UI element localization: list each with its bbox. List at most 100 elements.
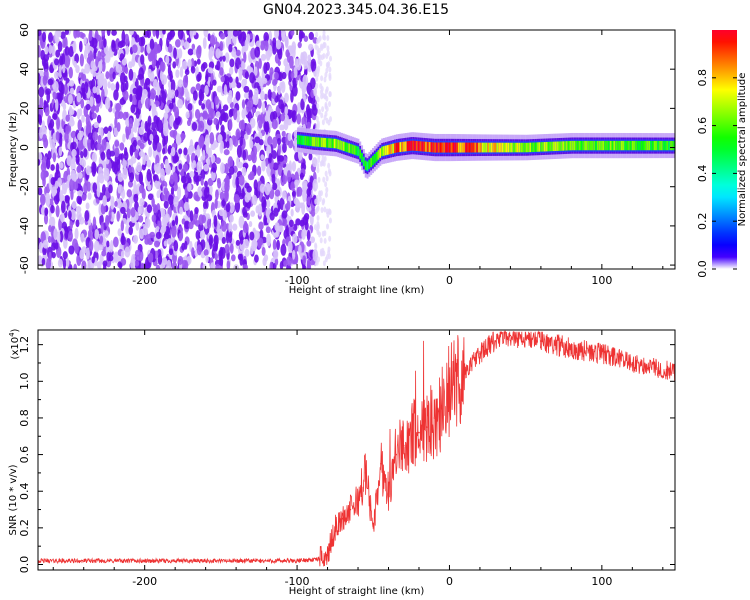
colorbar	[712, 30, 737, 269]
noise-speckle	[115, 102, 122, 112]
colorbar-tick-label: 0.8	[696, 69, 709, 87]
noise-speckle	[251, 239, 258, 252]
noise-speckle	[320, 206, 324, 213]
noise-speckle	[281, 217, 288, 227]
noise-speckle	[118, 262, 123, 269]
noise-speckle	[312, 104, 318, 117]
noise-speckle	[143, 132, 149, 142]
noise-speckle	[42, 246, 47, 256]
noise-speckle	[323, 76, 327, 83]
noise-speckle	[101, 30, 106, 37]
noise-speckle	[219, 40, 224, 51]
signal-band-cell	[543, 142, 546, 152]
noise-speckle	[324, 181, 328, 188]
noise-speckle	[208, 234, 214, 246]
colorbar-tick-label: 0.4	[696, 165, 709, 183]
noise-speckle	[215, 263, 220, 269]
noise-speckle	[173, 47, 177, 60]
noise-speckle	[190, 65, 196, 74]
noise-speckle	[239, 236, 244, 245]
noise-speckle	[64, 131, 69, 143]
noise-speckle	[228, 221, 233, 235]
noise-speckle	[49, 64, 54, 74]
noise-speckle	[130, 258, 136, 269]
noise-speckle	[84, 210, 90, 222]
noise-speckle	[87, 132, 94, 140]
noise-speckle	[74, 242, 79, 254]
noise-speckle	[51, 186, 57, 197]
noise-speckle	[292, 249, 296, 260]
noise-speckle	[246, 193, 252, 201]
noise-speckle	[211, 162, 217, 173]
noise-speckle	[179, 206, 183, 215]
noise-speckle	[315, 75, 319, 82]
noise-speckle	[132, 234, 139, 244]
noise-speckle	[322, 42, 326, 49]
noise-speckle	[42, 176, 46, 187]
noise-speckle	[156, 142, 162, 153]
noise-speckle	[63, 83, 69, 95]
noise-speckle	[142, 88, 148, 99]
noise-speckle	[162, 30, 166, 35]
snr-point	[349, 508, 352, 511]
noise-speckle	[107, 81, 111, 89]
noise-speckle	[182, 163, 189, 173]
signal-band-cell	[646, 140, 649, 151]
noise-speckle	[79, 53, 85, 67]
noise-speckle	[81, 194, 87, 202]
noise-speckle	[235, 176, 240, 188]
noise-speckle	[243, 78, 248, 86]
noise-speckle	[53, 58, 60, 66]
noise-speckle	[304, 221, 309, 231]
noise-speckle	[168, 248, 174, 256]
noise-speckle	[92, 182, 98, 194]
noise-speckle	[266, 216, 271, 224]
noise-speckle	[69, 87, 75, 95]
noise-speckle	[117, 228, 122, 237]
noise-speckle	[125, 128, 130, 140]
noise-speckle	[178, 148, 183, 155]
noise-speckle	[110, 82, 115, 91]
noise-speckle	[160, 226, 165, 234]
noise-speckle	[274, 30, 280, 39]
noise-speckle	[122, 157, 127, 169]
noise-speckle	[216, 60, 221, 71]
noise-speckle	[272, 238, 277, 251]
noise-speckle	[187, 182, 192, 192]
noise-speckle	[94, 228, 100, 240]
signal-band-cell	[562, 141, 565, 151]
noise-speckle	[267, 44, 273, 58]
noise-speckle	[316, 162, 320, 169]
noise-speckle	[178, 48, 183, 59]
noise-speckle	[156, 190, 161, 199]
noise-speckle	[225, 230, 230, 244]
noise-speckle	[238, 67, 243, 76]
noise-speckle	[97, 134, 102, 145]
noise-speckle	[198, 136, 203, 149]
signal-band-cell	[485, 142, 488, 153]
noise-speckle	[139, 197, 145, 207]
y-tick-label: -20	[18, 178, 31, 196]
noise-speckle	[58, 65, 63, 79]
noise-speckle	[59, 230, 64, 243]
noise-speckle	[116, 210, 120, 222]
noise-speckle	[79, 155, 84, 166]
noise-speckle	[242, 149, 247, 161]
noise-speckle	[112, 236, 119, 248]
noise-speckle	[146, 204, 153, 213]
noise-speckle	[49, 118, 55, 129]
noise-speckle	[60, 31, 66, 40]
noise-speckle	[187, 58, 192, 68]
noise-speckle	[124, 246, 131, 258]
signal-band-cell	[441, 142, 444, 153]
signal-band-cell	[657, 140, 660, 151]
noise-speckle	[103, 126, 109, 134]
noise-speckle	[286, 256, 293, 267]
noise-speckle	[174, 89, 179, 98]
noise-speckle	[198, 223, 204, 232]
noise-speckle	[320, 93, 324, 100]
noise-speckle	[180, 175, 187, 184]
noise-speckle	[62, 38, 66, 49]
noise-speckle	[244, 182, 250, 189]
noise-speckle	[40, 206, 46, 216]
